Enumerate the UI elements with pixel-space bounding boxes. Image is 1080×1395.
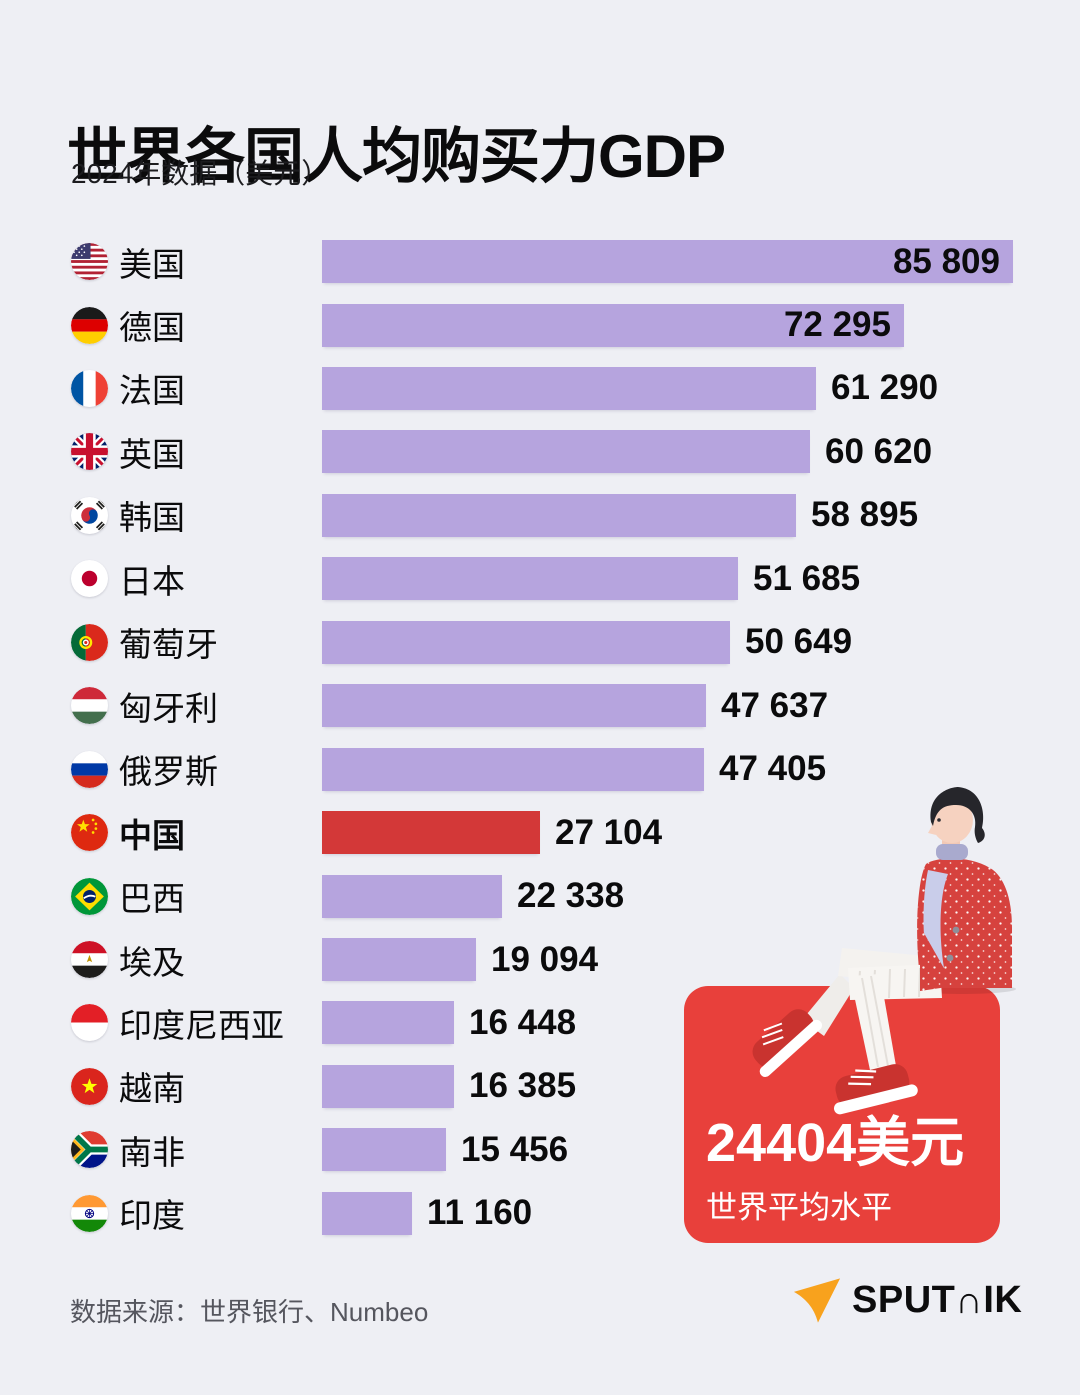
chart-row: 南非 15 456 (0, 1128, 1080, 1172)
flag-egypt-icon (71, 941, 108, 978)
country-label: 匈牙利 (119, 689, 218, 727)
flag-france-icon (71, 369, 108, 407)
bar: 72 295 (322, 303, 904, 347)
country-label: 南非 (119, 1133, 185, 1171)
bar-value: 85 809 (892, 241, 1000, 281)
bar (322, 684, 706, 728)
bar-value: 60 620 (825, 431, 933, 471)
flag-japan-icon (71, 560, 108, 598)
country-label: 印度尼西亚 (119, 1006, 284, 1044)
country-label: 中国 (119, 816, 185, 854)
bar-value: 22 338 (517, 876, 625, 915)
bar-value: 19 094 (491, 939, 599, 979)
bar-value: 16 448 (469, 1002, 577, 1042)
bar (322, 366, 816, 410)
data-source-note: 数据来源：世界银行、Numbeo (70, 1297, 429, 1327)
bar (322, 430, 810, 474)
flag-usa-icon (71, 243, 108, 280)
bar (322, 938, 476, 981)
world-average-value: 24404美元 (706, 1113, 965, 1174)
chart-row: 葡萄牙 50 649 (0, 620, 1080, 664)
bar (322, 811, 540, 855)
bar-value: 58 895 (811, 495, 919, 535)
bar (322, 557, 738, 601)
country-label: 韩国 (119, 499, 185, 537)
bar-value: 50 649 (745, 622, 853, 662)
bar (322, 1191, 412, 1235)
bar (322, 747, 704, 791)
world-average-label: 世界平均水平 (706, 1190, 892, 1225)
flag-portugal-icon (71, 623, 108, 661)
sputnik-arrow-icon (793, 1277, 841, 1323)
country-label: 英国 (119, 435, 185, 473)
page-title: 世界各国人均购买力GDP (67, 123, 726, 191)
chart-row: 中国 27 104 (0, 811, 1080, 855)
flag-india-icon (71, 1194, 108, 1232)
bar-value: 47 405 (719, 749, 827, 789)
flag-indonesia-icon (71, 1004, 108, 1042)
bar-value: 61 290 (831, 368, 939, 408)
chart-row: 美国 85 809 (0, 240, 1080, 283)
country-label: 日本 (119, 562, 185, 600)
chart-row: 英国 60 620 (0, 430, 1080, 474)
bar (322, 874, 502, 918)
bar (322, 620, 730, 664)
flag-brazil-icon (71, 877, 108, 915)
chart-row: 埃及 19 094 (0, 938, 1080, 981)
flag-china-icon (71, 814, 108, 852)
bar-chart: 美国 85 809 德国 72 295 法国 61 290 英国 (0, 240, 1080, 1240)
flag-germany-icon (71, 306, 108, 344)
chart-row: 德国 72 295 (0, 303, 1080, 347)
bar-value: 11 160 (427, 1193, 533, 1233)
chart-row: 匈牙利 47 637 (0, 684, 1080, 728)
chart-row: 越南 16 385 (0, 1064, 1080, 1108)
bar-value: 15 456 (461, 1129, 569, 1169)
bar (322, 493, 796, 537)
bar (322, 1128, 446, 1172)
page-subtitle: 2024年数据（美元） (71, 158, 330, 189)
country-label: 巴西 (119, 880, 185, 917)
country-label: 印度 (119, 1197, 185, 1235)
flag-south-korea-icon (71, 496, 108, 534)
bar (322, 1064, 454, 1108)
country-label: 越南 (119, 1070, 185, 1108)
chart-row: 印度 11 160 (0, 1191, 1080, 1235)
sputnik-logo: SPUT ∩ IK (792, 1274, 1022, 1326)
bar (322, 1001, 454, 1045)
bar-value: 47 637 (721, 685, 829, 725)
chart-row: 日本 51 685 (0, 557, 1080, 601)
country-label: 俄罗斯 (119, 753, 218, 791)
bar: 85 809 (322, 240, 1013, 283)
bar-value: 51 685 (753, 558, 861, 598)
chart-row: 印度尼西亚 16 448 (0, 1001, 1080, 1045)
chart-row: 俄罗斯 47 405 (0, 747, 1080, 791)
bar-value: 16 385 (469, 1066, 577, 1106)
country-label: 法国 (119, 372, 185, 410)
flag-hungary-icon (71, 687, 108, 725)
country-label: 埃及 (119, 943, 185, 981)
chart-row: 巴西 22 338 (0, 874, 1080, 918)
country-label: 德国 (119, 309, 185, 346)
flag-uk-icon (71, 433, 108, 471)
bar-value: 72 295 (783, 305, 891, 344)
chart-row: 韩国 58 895 (0, 493, 1080, 537)
world-average-card: 24404美元 世界平均水平 (684, 986, 1000, 1243)
flag-south-africa-icon (71, 1131, 108, 1169)
flag-vietnam-icon (71, 1067, 108, 1105)
country-label: 葡萄牙 (119, 626, 218, 664)
flag-russia-icon (71, 750, 108, 788)
bar-value: 27 104 (555, 812, 663, 852)
country-label: 美国 (119, 245, 185, 283)
sputnik-wordmark: SPUT ∩ IK (852, 1278, 1023, 1322)
chart-row: 法国 61 290 (0, 366, 1080, 410)
